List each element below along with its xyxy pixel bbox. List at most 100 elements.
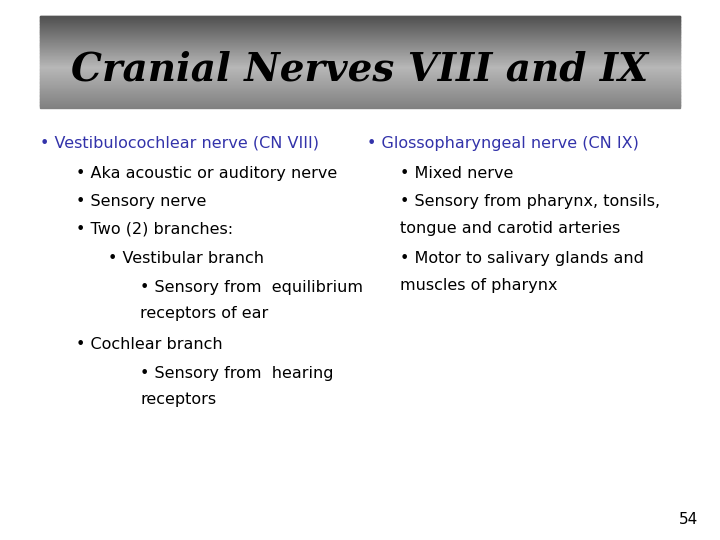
Text: • Sensory from pharynx, tonsils,: • Sensory from pharynx, tonsils, bbox=[400, 194, 660, 209]
Bar bbox=[40, 30, 680, 31]
Bar bbox=[40, 82, 680, 83]
Bar bbox=[40, 30, 680, 31]
Bar bbox=[40, 21, 680, 22]
Bar bbox=[40, 43, 680, 44]
Bar bbox=[40, 31, 680, 32]
Text: • Mixed nerve: • Mixed nerve bbox=[400, 166, 513, 181]
Bar bbox=[40, 44, 680, 45]
Bar bbox=[40, 89, 680, 90]
Bar bbox=[40, 67, 680, 68]
Bar bbox=[40, 40, 680, 42]
Bar bbox=[40, 83, 680, 84]
Bar bbox=[40, 104, 680, 106]
Bar bbox=[40, 95, 680, 97]
Bar bbox=[40, 76, 680, 77]
Bar bbox=[40, 78, 680, 80]
Bar bbox=[40, 89, 680, 90]
Bar bbox=[40, 63, 680, 64]
Bar bbox=[40, 69, 680, 71]
Bar bbox=[40, 41, 680, 42]
Text: • Vestibulocochlear nerve (CN VIII): • Vestibulocochlear nerve (CN VIII) bbox=[40, 136, 319, 151]
Bar bbox=[40, 57, 680, 58]
Text: • Vestibular branch: • Vestibular branch bbox=[108, 251, 264, 266]
Bar bbox=[40, 85, 680, 86]
Bar bbox=[40, 66, 680, 68]
Bar bbox=[40, 39, 680, 40]
Bar bbox=[40, 46, 680, 48]
Bar bbox=[40, 72, 680, 73]
Bar bbox=[40, 54, 680, 55]
Bar bbox=[40, 62, 680, 63]
Bar bbox=[40, 94, 680, 96]
Bar bbox=[40, 69, 680, 70]
Bar bbox=[40, 77, 680, 78]
Bar bbox=[40, 92, 680, 93]
Bar bbox=[40, 87, 680, 89]
Bar bbox=[40, 56, 680, 58]
Bar bbox=[40, 74, 680, 75]
Bar bbox=[40, 55, 680, 56]
Bar bbox=[40, 43, 680, 44]
Bar bbox=[40, 24, 680, 25]
Bar bbox=[40, 91, 680, 93]
Bar bbox=[40, 33, 680, 35]
Bar bbox=[40, 107, 680, 108]
Bar bbox=[40, 82, 680, 84]
Bar bbox=[40, 28, 680, 29]
Bar bbox=[40, 96, 680, 97]
Bar bbox=[40, 60, 680, 62]
Bar bbox=[40, 100, 680, 102]
Bar bbox=[40, 100, 680, 101]
Bar bbox=[40, 105, 680, 106]
Text: receptors: receptors bbox=[140, 392, 217, 407]
Bar bbox=[40, 16, 680, 18]
Bar bbox=[40, 71, 680, 73]
Bar bbox=[40, 18, 680, 19]
Bar bbox=[40, 80, 680, 81]
Bar bbox=[40, 76, 680, 77]
Bar bbox=[40, 87, 680, 88]
Bar bbox=[40, 52, 680, 53]
Text: • Sensory nerve: • Sensory nerve bbox=[76, 194, 206, 209]
Text: 54: 54 bbox=[679, 511, 698, 526]
Text: • Glossopharyngeal nerve (CN IX): • Glossopharyngeal nerve (CN IX) bbox=[367, 136, 639, 151]
Text: muscles of pharynx: muscles of pharynx bbox=[400, 278, 557, 293]
Bar bbox=[40, 32, 680, 33]
Bar bbox=[40, 65, 680, 66]
Bar bbox=[40, 49, 680, 50]
Bar bbox=[40, 71, 680, 72]
Bar bbox=[40, 17, 680, 18]
Bar bbox=[40, 59, 680, 60]
Bar bbox=[40, 106, 680, 107]
Bar bbox=[40, 102, 680, 104]
Bar bbox=[40, 102, 680, 103]
Bar bbox=[40, 27, 680, 29]
Bar bbox=[40, 84, 680, 86]
Bar bbox=[40, 38, 680, 39]
Bar bbox=[40, 47, 680, 49]
Bar bbox=[40, 79, 680, 80]
Bar bbox=[40, 32, 680, 34]
Bar bbox=[40, 36, 680, 38]
Bar bbox=[40, 25, 680, 27]
Bar bbox=[40, 26, 680, 28]
Bar bbox=[40, 62, 680, 64]
Bar bbox=[40, 19, 680, 20]
Bar bbox=[40, 42, 680, 43]
Bar bbox=[40, 37, 680, 38]
Bar bbox=[40, 75, 680, 76]
Bar bbox=[40, 98, 680, 99]
Bar bbox=[40, 53, 680, 55]
Text: • Sensory from  equilibrium: • Sensory from equilibrium bbox=[140, 280, 364, 295]
Bar bbox=[40, 51, 680, 52]
Bar bbox=[40, 22, 680, 23]
Bar bbox=[40, 29, 680, 30]
Bar bbox=[40, 61, 680, 62]
Bar bbox=[40, 84, 680, 85]
Bar bbox=[40, 36, 680, 37]
Bar bbox=[40, 70, 680, 71]
Bar bbox=[40, 104, 680, 105]
Text: • Sensory from  hearing: • Sensory from hearing bbox=[140, 366, 334, 381]
Text: • Cochlear branch: • Cochlear branch bbox=[76, 337, 222, 352]
Bar bbox=[40, 52, 680, 53]
